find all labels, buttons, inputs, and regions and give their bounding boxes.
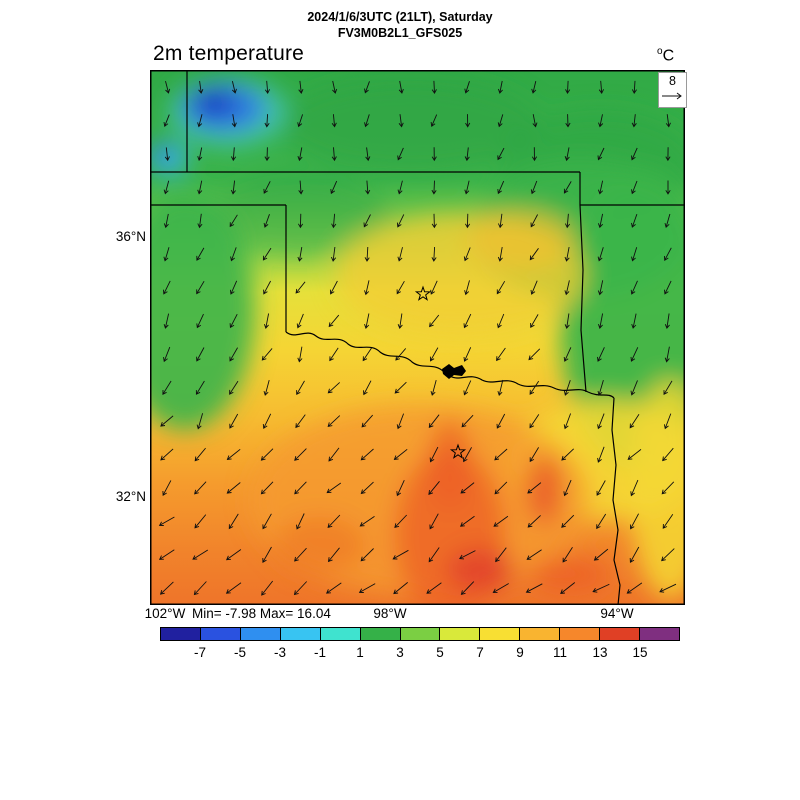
map-border: [150, 70, 685, 605]
map-area: [150, 70, 685, 605]
colorbar-tick-labels: -7 -5 -3 -1 1 3 5 7 9 11 13 15: [160, 645, 680, 661]
temperature-map: [150, 70, 685, 605]
wind-reference-value: 8: [669, 74, 676, 88]
star-marker: [414, 285, 432, 301]
colorbar-segment: [440, 628, 481, 640]
datetime-title: 2024/1/6/3UTC (21LT), Saturday: [307, 10, 493, 24]
colorbar-segment: [480, 628, 521, 640]
lon-label-98w: 98°W: [373, 606, 407, 621]
colorbar-segment: [520, 628, 561, 640]
colorbar-tick-label: 15: [632, 645, 648, 660]
colorbar-tick-label: 9: [516, 645, 524, 660]
city-star-markers: [414, 285, 467, 459]
lat-label-32n: 32°N: [115, 489, 146, 504]
lake-outline: [442, 364, 466, 379]
colorbar-segment: [320, 628, 361, 640]
units-degree-symbol: o: [657, 46, 663, 57]
colorbar-segment: [280, 628, 321, 640]
colorbar-segment: [360, 628, 401, 640]
colorbar-segment: [200, 628, 241, 640]
wind-reference-box: 8: [658, 72, 687, 108]
colorbar-tick-label: 13: [592, 645, 608, 660]
colorbar-segment: [161, 628, 201, 640]
colorbar-tick-label: -1: [313, 645, 327, 660]
colorbar-tick-label: 7: [476, 645, 484, 660]
units-label: oC: [657, 46, 674, 65]
colorbar-segment: [640, 628, 679, 640]
colorbar-tick-label: 5: [436, 645, 444, 660]
colorbar-tick-label: -7: [193, 645, 207, 660]
colorbar-segment: [600, 628, 641, 640]
minmax-stats: Min= -7.98 Max= 16.04: [192, 606, 331, 621]
colorbar-segment: [240, 628, 281, 640]
plot-title: 2m temperature: [153, 42, 305, 65]
colorbar-segment: [400, 628, 441, 640]
colorbar-segment: [560, 628, 601, 640]
wind-arrows: [158, 80, 677, 596]
lat-label-36n: 36°N: [115, 229, 146, 244]
colorbar: [160, 627, 680, 641]
colorbar-tick-label: 1: [356, 645, 364, 660]
lon-label-94w: 94°W: [600, 606, 634, 621]
model-title: FV3M0B2L1_GFS025: [337, 26, 463, 40]
colorbar-tick-label: 3: [396, 645, 404, 660]
wind-reference-arrow-icon: [662, 92, 682, 100]
lon-label-102w: 102°W: [144, 606, 186, 621]
units-letter: C: [662, 47, 675, 65]
colorbar-tick-label: -5: [233, 645, 247, 660]
star-marker: [449, 443, 467, 459]
colorbar-tick-label: 11: [552, 645, 568, 660]
colorbar-tick-label: -3: [273, 645, 287, 660]
